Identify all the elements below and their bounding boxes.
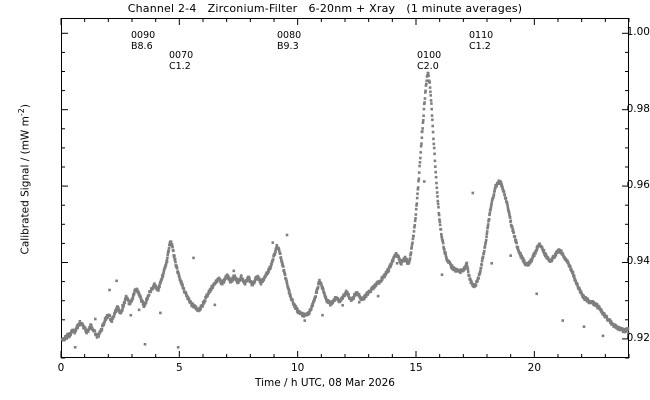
flare-annotation: 0070 C1.2 [169,50,193,72]
y-tick-label: 0.94 [626,255,650,268]
y-axis-title: Calibrated Signal / (mW m-2) [17,69,32,289]
flare-annotation: 0110 C1.2 [469,30,493,52]
axis-ticks [60,18,630,359]
y-tick-label: 0.92 [626,331,650,344]
y-axis-title-suffix: ) [19,104,32,109]
flare-class-label: C1.2 [169,61,191,72]
y-tick-label: 1.00 [626,26,650,39]
x-tick-label: 10 [290,362,305,374]
page-title: Channel 2-4 Zirconium-Filter 6-20nm + Xr… [127,2,523,15]
x-tick-label: 0 [57,362,65,374]
y-tick-label: 0.96 [626,179,650,192]
plot-frame [61,18,629,358]
flare-class-label: C2.0 [417,61,439,72]
x-tick-label: 5 [175,362,183,374]
flare-time-label: 0100 [417,50,442,61]
flare-annotation: 0100 C2.0 [417,50,441,72]
flare-class-label: C1.2 [469,41,491,52]
x-tick-label: 15 [409,362,423,374]
y-axis-title-exponent: -2 [16,108,26,117]
flare-time-label: 0110 [469,30,494,41]
data-points [60,71,630,349]
flare-annotation: 0090 B8.6 [131,30,155,52]
y-axis-title-text: Calibrated Signal / (mW m [19,116,32,255]
flare-time-label: 0080 [277,30,302,41]
y-tick-label: 0.98 [626,102,650,115]
x-tick-label: 20 [527,362,542,374]
flare-class-label: B9.3 [277,41,299,52]
flare-time-label: 0070 [169,50,194,61]
x-axis-title: Time / h UTC, 08 Mar 2026 [255,377,395,389]
flare-time-label: 0090 [131,30,156,41]
flare-class-label: B8.6 [131,41,153,52]
flare-annotation: 0080 B9.3 [277,30,301,52]
